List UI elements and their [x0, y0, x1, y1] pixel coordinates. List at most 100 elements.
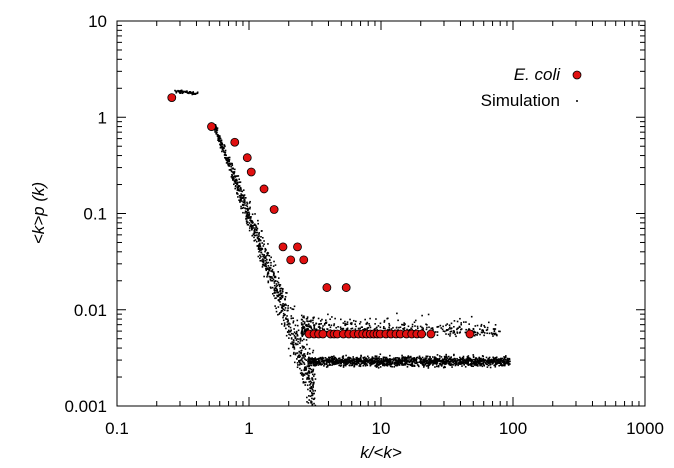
simulation-point — [436, 331, 439, 333]
simulation-point — [299, 361, 301, 364]
simulation-point — [366, 364, 369, 367]
simulation-point — [257, 244, 260, 247]
simulation-point — [494, 324, 497, 326]
simulation-point — [269, 286, 272, 289]
simulation-point — [387, 328, 389, 331]
simulation-point — [441, 364, 443, 366]
simulation-point — [280, 309, 283, 312]
simulation-point — [243, 198, 246, 201]
simulation-point — [492, 356, 494, 359]
simulation-point — [366, 322, 368, 325]
simulation-point — [250, 228, 253, 231]
simulation-point — [329, 364, 332, 366]
simulation-point — [282, 290, 284, 293]
simulation-point — [239, 196, 241, 199]
simulation-point — [331, 361, 334, 363]
simulation-point — [471, 360, 474, 362]
simulation-point — [309, 357, 312, 360]
simulation-point — [290, 337, 293, 340]
simulation-point — [312, 360, 315, 363]
simulation-point — [240, 195, 242, 197]
simulation-point — [406, 328, 408, 331]
simulation-point — [308, 381, 311, 383]
simulation-point — [418, 357, 420, 360]
simulation-point — [284, 313, 286, 316]
simulation-point — [453, 320, 456, 322]
simulation-point — [462, 355, 465, 358]
simulation-point — [276, 295, 279, 298]
x-tick-label: 100 — [499, 419, 527, 438]
simulation-point — [429, 356, 431, 359]
simulation-point — [487, 321, 490, 324]
simulation-point — [421, 326, 423, 329]
ecoli-points-group — [167, 93, 475, 339]
simulation-point — [445, 362, 448, 364]
simulation-point — [398, 326, 400, 329]
simulation-point — [455, 362, 457, 364]
simulation-point — [259, 239, 262, 242]
simulation-point — [232, 175, 234, 178]
simulation-point — [330, 360, 333, 362]
simulation-point — [219, 140, 222, 142]
simulation-point — [253, 232, 256, 235]
simulation-point — [331, 357, 334, 360]
simulation-point — [302, 373, 305, 376]
simulation-point — [302, 333, 305, 336]
simulation-point — [298, 364, 301, 366]
simulation-point — [353, 359, 355, 362]
simulation-point — [435, 362, 437, 364]
simulation-point — [456, 363, 458, 366]
simulation-point — [306, 320, 308, 322]
simulation-point — [355, 320, 357, 323]
simulation-point — [506, 361, 508, 364]
simulation-point — [384, 359, 387, 362]
simulation-point — [307, 378, 310, 380]
simulation-point — [313, 324, 316, 326]
simulation-point — [249, 217, 252, 219]
simulation-point — [384, 363, 386, 366]
simulation-point — [307, 374, 310, 377]
simulation-point — [268, 269, 270, 271]
simulation-point — [232, 179, 234, 181]
simulation-point — [275, 285, 278, 288]
simulation-point — [309, 384, 311, 386]
simulation-point — [342, 327, 345, 330]
simulation-point — [264, 256, 267, 258]
simulation-point — [367, 361, 369, 364]
simulation-point — [441, 359, 443, 362]
simulation-point — [368, 362, 371, 365]
simulation-point — [494, 365, 497, 368]
simulation-point — [293, 334, 296, 337]
simulation-point — [317, 317, 320, 320]
simulation-point — [255, 226, 258, 229]
simulation-point — [487, 362, 490, 365]
simulation-point — [437, 365, 440, 368]
simulation-point — [374, 357, 376, 360]
simulation-point — [248, 202, 251, 204]
simulation-point — [424, 357, 427, 359]
simulation-point — [244, 207, 246, 210]
simulation-point — [230, 175, 233, 178]
simulation-point — [457, 364, 459, 367]
simulation-point — [274, 287, 277, 289]
simulation-point — [294, 353, 297, 356]
simulation-point — [286, 309, 289, 312]
simulation-point — [311, 377, 313, 379]
simulation-point — [360, 354, 362, 357]
simulation-point — [322, 325, 324, 327]
simulation-point — [393, 357, 395, 360]
simulation-point — [274, 275, 277, 278]
simulation-point — [224, 152, 226, 154]
y-tick-label: 10 — [88, 12, 107, 31]
simulation-point — [302, 372, 304, 375]
simulation-point — [307, 362, 310, 365]
simulation-point — [404, 361, 407, 364]
simulation-point — [383, 359, 386, 361]
simulation-point — [293, 361, 296, 364]
simulation-point — [314, 404, 317, 407]
simulation-point — [396, 357, 399, 359]
simulation-point — [411, 365, 414, 367]
legend: E. coli Simulation — [481, 65, 582, 110]
simulation-point — [449, 357, 452, 359]
simulation-point — [287, 304, 289, 307]
